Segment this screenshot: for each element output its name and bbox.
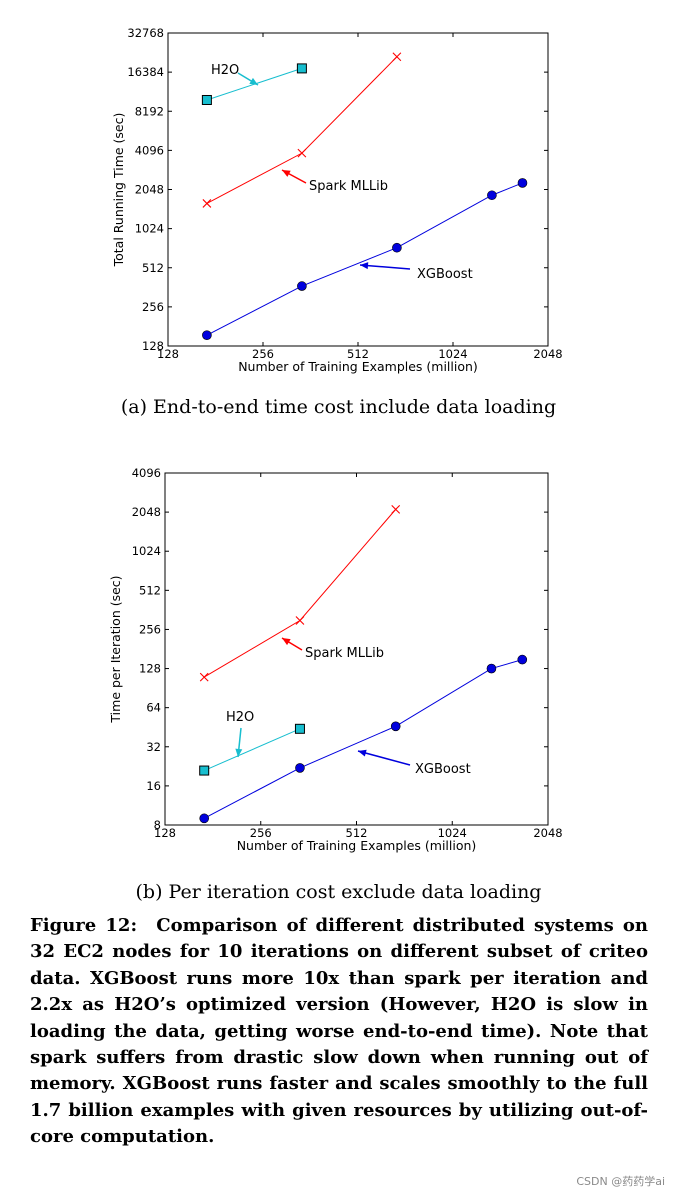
data-point-spark-mllib — [391, 504, 401, 514]
watermark: CSDN @药药学ai — [576, 1175, 665, 1188]
y-axis-label: Time per Iteration (sec) — [108, 575, 123, 723]
figure-caption-text: Comparison of different distributed syst… — [30, 915, 648, 1148]
subfigure-caption-a: (a) End-to-end time cost include data lo… — [120, 396, 557, 418]
x-tick-label: 2048 — [533, 347, 562, 361]
subfigure-caption-b: (b) Per iteration cost exclude data load… — [135, 881, 542, 903]
figure-caption: Figure 12: Comparison of different distr… — [30, 913, 648, 1151]
data-point-xgboost — [392, 242, 402, 253]
annotation-xgboost: XGBoost — [415, 762, 471, 777]
data-point-spark-mllib — [392, 52, 402, 62]
chart-end-to-end-time: 128 256 512 1024 2048 128 256 512 1024 2048 4096 81… — [0, 0, 677, 380]
data-point-xgboost — [517, 178, 528, 188]
annotation-arrowhead-spark-mllib — [282, 638, 291, 646]
annotation-arrow-xgboost — [359, 264, 411, 270]
y-tick-label: 32 — [146, 740, 161, 754]
annotation-arrowhead-xgboost — [360, 262, 369, 270]
y-tick-label: 2048 — [132, 505, 161, 519]
data-point-spark-mllib — [295, 616, 305, 625]
y-tick-label: 8192 — [135, 104, 164, 118]
y-axis-label: Total Running Time (sec) — [111, 113, 126, 268]
annotation-arrowhead-spark-mllib — [282, 170, 291, 177]
data-point-xgboost — [486, 663, 497, 674]
figure-label: Figure 12: — [30, 915, 138, 936]
y-tick-label: 256 — [142, 300, 164, 314]
x-tick-label: 1024 — [438, 826, 467, 840]
series-line-xgboost — [206, 182, 523, 336]
annotation-spark-mllib: Spark MLLib — [305, 646, 384, 661]
y-tick-label: 128 — [139, 662, 161, 676]
y-tick-label: 512 — [139, 583, 161, 597]
y-tick-label: 4096 — [132, 466, 161, 480]
data-point-spark-mllib — [202, 199, 212, 208]
chart-per-iteration-time: 128 256 512 1024 2048 8 16 32 64 128 256 512 1024 204… — [0, 455, 677, 865]
annotation-arrowhead-h2o — [235, 748, 243, 757]
data-point-h2o — [199, 765, 210, 776]
x-tick-label: 512 — [346, 826, 368, 840]
annotation-h2o: H2O — [211, 63, 239, 78]
y-tick-label: 64 — [146, 701, 161, 715]
data-point-spark-mllib — [297, 148, 307, 158]
x-axis-label: Number of Training Examples (million) — [238, 359, 478, 374]
x-tick-label: 1024 — [438, 347, 467, 361]
chart-svg: 128 256 512 1024 2048 8 16 32 64 128 256 512 1024 204… — [108, 466, 563, 853]
annotation-h2o: H2O — [226, 710, 254, 725]
y-tick-label: 512 — [142, 261, 164, 275]
y-tick-label: 1024 — [132, 544, 161, 558]
x-tick-label: 128 — [154, 826, 176, 840]
data-point-xgboost — [487, 190, 497, 201]
data-point-spark-mllib — [199, 672, 209, 682]
y-tick-label: 128 — [142, 339, 164, 353]
data-point-xgboost — [297, 281, 307, 291]
x-tick-label: 256 — [250, 826, 272, 840]
y-tick-label: 2048 — [135, 183, 164, 197]
y-tick-label: 16384 — [127, 65, 164, 79]
y-tick-label: 4096 — [135, 143, 164, 157]
x-axis-label: Number of Training Examples (million) — [237, 838, 477, 853]
y-tick-label: 16 — [146, 779, 161, 793]
x-tick-label: 512 — [347, 347, 369, 361]
series-line-h2o — [203, 728, 301, 772]
data-point-xgboost — [295, 763, 305, 773]
data-point-xgboost — [202, 330, 212, 340]
chart-svg: 128 256 512 1024 2048 128 256 512 1024 2048 4096 81… — [111, 26, 563, 374]
data-point-xgboost — [517, 654, 528, 665]
annotation-arrow-xgboost — [357, 750, 411, 766]
y-tick-label: 1024 — [135, 222, 164, 236]
y-tick-label: 256 — [139, 622, 161, 636]
y-tick-label: 8 — [154, 818, 161, 832]
data-point-h2o — [201, 94, 212, 105]
x-tick-label: 256 — [252, 347, 274, 361]
annotation-arrowhead-h2o — [249, 77, 258, 85]
annotation-arrowhead-xgboost — [358, 749, 367, 757]
annotation-spark-mllib: Spark MLLib — [309, 179, 388, 194]
x-tick-label: 128 — [157, 347, 179, 361]
data-point-h2o — [294, 723, 305, 734]
data-point-h2o — [296, 63, 307, 74]
data-point-xgboost — [199, 813, 209, 824]
x-tick-label: 2048 — [533, 826, 562, 840]
data-point-xgboost — [390, 721, 401, 732]
series-line-xgboost — [203, 659, 523, 819]
y-tick-label: 32768 — [127, 26, 164, 40]
annotation-xgboost: XGBoost — [417, 267, 473, 282]
